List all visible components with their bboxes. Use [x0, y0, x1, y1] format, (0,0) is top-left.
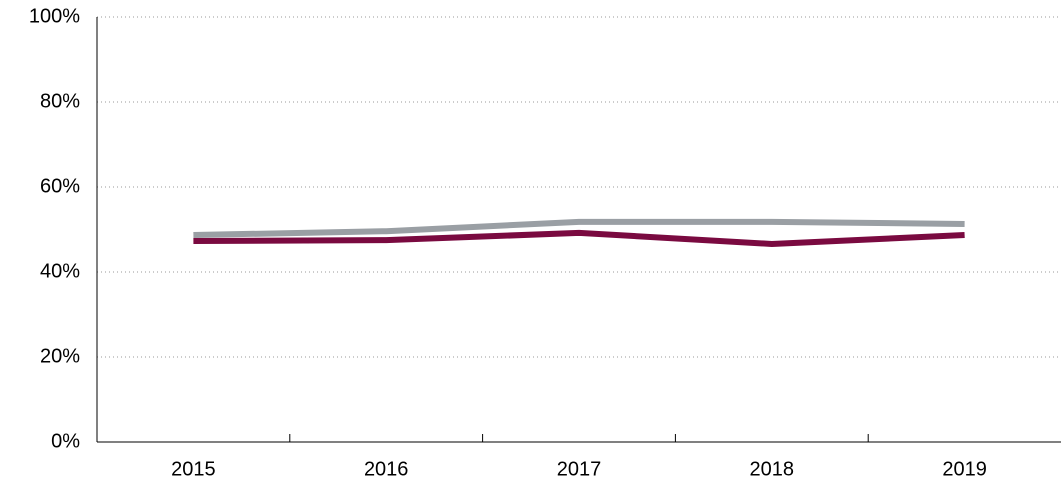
y-tick-label: 100%	[29, 5, 80, 27]
x-tick-label: 2018	[750, 458, 795, 480]
series-line	[193, 218, 965, 239]
series-line	[193, 229, 965, 247]
x-tick-label: 2017	[557, 458, 602, 480]
y-tick-label: 40%	[40, 260, 80, 282]
x-tick-label: 2015	[171, 458, 216, 480]
y-tick-label: 80%	[40, 90, 80, 112]
y-tick-label: 20%	[40, 345, 80, 367]
y-tick-label: 0%	[51, 430, 80, 452]
y-tick-label: 60%	[40, 175, 80, 197]
x-tick-label: 2019	[942, 458, 987, 480]
x-tick-label: 2016	[364, 458, 409, 480]
